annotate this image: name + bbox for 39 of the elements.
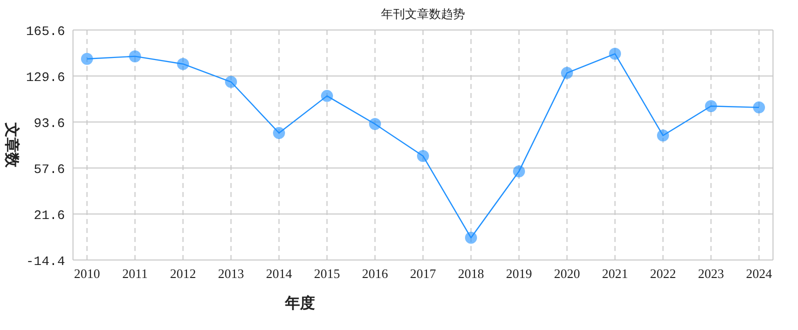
x-tick-label: 2010 bbox=[74, 266, 100, 281]
x-tick-label: 2013 bbox=[218, 266, 244, 281]
point bbox=[129, 50, 141, 62]
y-tick-label: -14.4 bbox=[26, 254, 66, 269]
x-tick-label: 2023 bbox=[698, 266, 724, 281]
point bbox=[417, 150, 429, 162]
x-tick-label: 2022 bbox=[650, 266, 676, 281]
point bbox=[513, 165, 525, 178]
point bbox=[465, 232, 477, 244]
point bbox=[561, 66, 573, 79]
point bbox=[369, 118, 381, 130]
point bbox=[225, 76, 237, 88]
x-tick-label: 2012 bbox=[170, 266, 196, 281]
x-tick-label: 2019 bbox=[506, 266, 532, 281]
y-tick-label: 93.6 bbox=[34, 116, 65, 131]
x-tick-label: 2011 bbox=[122, 266, 148, 281]
x-tick-label: 2020 bbox=[554, 266, 580, 281]
x-tick-label: 2014 bbox=[266, 266, 292, 281]
x-tick-label: 2016 bbox=[362, 266, 388, 281]
point bbox=[177, 58, 189, 70]
x-tick-label: 2015 bbox=[314, 266, 340, 281]
y-axis-title: 文章数 bbox=[3, 122, 21, 168]
y-tick-label: 21.6 bbox=[34, 208, 65, 223]
point bbox=[753, 101, 765, 114]
x-tick-label: 2017 bbox=[410, 266, 436, 281]
point bbox=[657, 130, 669, 142]
y-tick-label: 129.6 bbox=[26, 70, 65, 85]
x-axis-title: 年度 bbox=[284, 294, 315, 312]
x-tick-label: 2018 bbox=[458, 266, 484, 281]
point bbox=[321, 90, 333, 102]
x-tick-label: 2024 bbox=[746, 266, 772, 281]
point bbox=[81, 52, 93, 65]
x-tick-label: 2021 bbox=[602, 266, 628, 281]
point bbox=[273, 126, 285, 139]
y-tick-label: 57.6 bbox=[34, 162, 65, 177]
y-tick-label: 165.6 bbox=[26, 24, 65, 39]
point bbox=[609, 48, 621, 60]
chart-title: 年刊文章数趋势 bbox=[381, 7, 465, 21]
point bbox=[705, 100, 717, 112]
